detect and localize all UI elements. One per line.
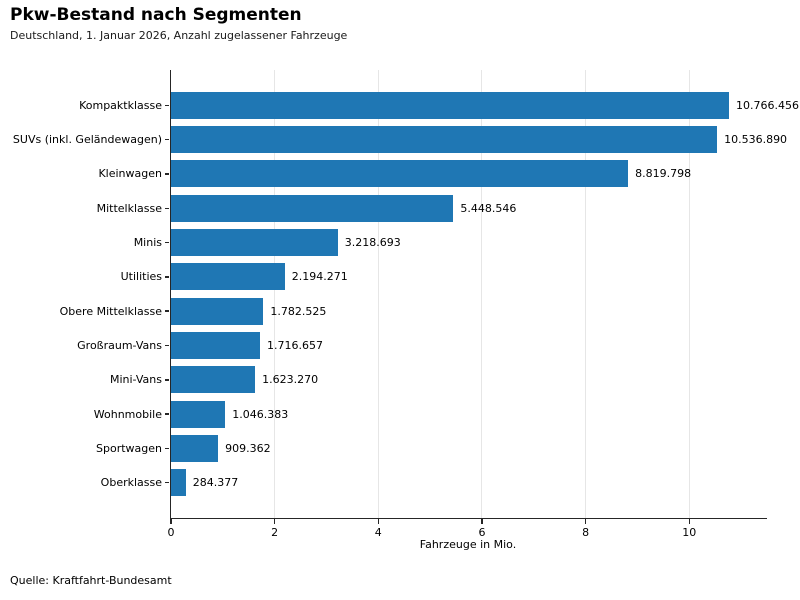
x-axis-tick (584, 518, 587, 524)
category-label: Sportwagen (96, 441, 162, 455)
bar-value-label: 909.362 (225, 441, 271, 455)
x-axis-tick (273, 518, 276, 524)
y-axis-tick (164, 173, 169, 175)
bar (171, 194, 454, 222)
bar-value-label: 3.218.693 (344, 236, 401, 250)
gridline (481, 70, 483, 518)
category-label: Kompaktklasse (79, 98, 162, 112)
y-axis-tick (164, 481, 169, 484)
x-tick-label: 4 (374, 526, 382, 539)
bar (171, 263, 285, 291)
y-axis-tick (164, 447, 169, 450)
bar (171, 91, 729, 119)
bar (171, 229, 338, 257)
bar-value-label: 10.536.890 (724, 133, 788, 147)
chart-subtitle: Deutschland, 1. Januar 2026, Anzahl zuge… (10, 29, 348, 42)
gridline (377, 70, 379, 518)
y-axis-tick (164, 276, 169, 278)
bar-value-label: 10.766.456 (735, 98, 799, 112)
bar-value-label: 2.194.271 (291, 270, 348, 284)
x-axis-label: Fahrzeuge in Mio. (419, 538, 517, 551)
gridline (274, 70, 276, 518)
bar (171, 331, 260, 359)
category-label: SUVs (inkl. Geländewagen) (12, 133, 162, 147)
category-label: Wohnmobile (93, 407, 162, 421)
category-label: Mini-Vans (109, 373, 162, 387)
x-axis-tick (170, 518, 172, 524)
bar-value-label: 8.819.798 (635, 167, 692, 181)
x-axis-tick (688, 518, 690, 524)
y-axis-tick (164, 207, 169, 209)
bar-value-label: 1.623.270 (262, 373, 319, 387)
gridline (688, 70, 690, 518)
y-axis-tick (164, 344, 169, 347)
y-axis-tick (164, 310, 169, 312)
y-axis-tick (164, 413, 169, 415)
category-label: Obere Mittelklasse (59, 304, 162, 318)
gridline (585, 70, 587, 518)
y-axis-tick (164, 104, 169, 107)
category-label: Oberklasse (100, 476, 162, 490)
x-tick-label: 0 (167, 526, 175, 539)
category-label: Utilities (120, 270, 162, 284)
source-note: Quelle: Kraftfahrt-Bundesamt (10, 574, 172, 587)
bar (171, 160, 629, 188)
x-tick-label: 10 (682, 526, 697, 539)
y-axis-tick (164, 241, 169, 244)
category-label: Mittelklasse (96, 201, 162, 215)
x-tick-label: 8 (582, 526, 590, 539)
bar (171, 297, 264, 325)
bar (171, 400, 226, 428)
y-axis-tick (164, 138, 169, 141)
category-label: Kleinwagen (98, 167, 162, 181)
category-label: Minis (133, 236, 162, 250)
bar (171, 434, 219, 462)
category-label: Großraum-Vans (77, 338, 162, 352)
x-tick-label: 6 (478, 526, 486, 539)
x-tick-label: 2 (271, 526, 279, 539)
bar-value-label: 5.448.546 (460, 201, 517, 215)
bar (171, 469, 186, 497)
x-axis-tick (481, 518, 483, 524)
plot-area: 10.766.456 Kompaktklasse 10.536.890 SUVs (i… (13, 70, 799, 539)
bar-value-label: 1.046.383 (232, 407, 289, 421)
bar-value-label: 1.716.657 (266, 338, 323, 352)
bar (171, 126, 718, 154)
bar (171, 366, 256, 394)
bar-value-label: 1.782.525 (270, 304, 327, 318)
x-axis-tick (377, 518, 380, 524)
chart-title: Pkw-Bestand nach Segmenten (10, 5, 302, 25)
bar-value-label: 284.377 (192, 476, 239, 490)
y-axis-tick (164, 379, 169, 381)
